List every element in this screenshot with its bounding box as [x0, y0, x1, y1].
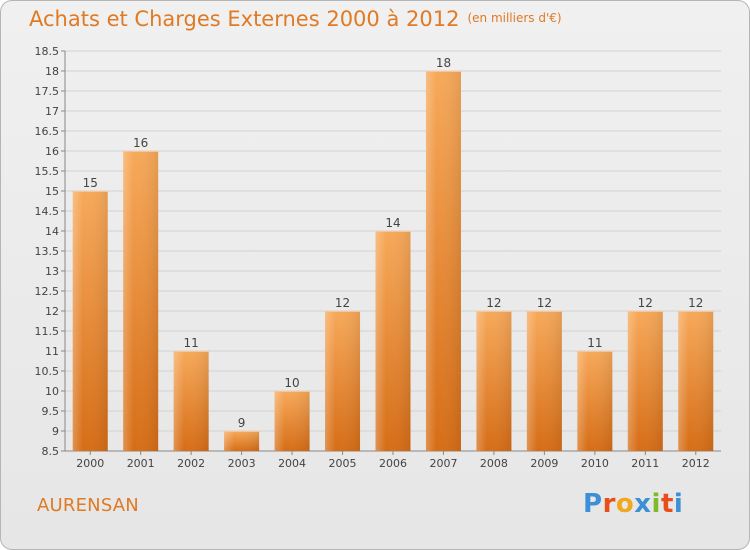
- x-tick-label: 2005: [329, 457, 357, 470]
- bar-shading: [325, 311, 361, 451]
- x-tick-label: 2006: [379, 457, 407, 470]
- bar-shading: [123, 151, 159, 451]
- logo-letter: r: [602, 489, 616, 519]
- x-tick-label: 2004: [278, 457, 306, 470]
- axis-layer: 8.599.51010.51111.51212.51313.51414.5151…: [35, 45, 721, 470]
- logo-letter: x: [634, 489, 652, 519]
- logo-letter: P: [583, 489, 603, 519]
- y-tick-label: 10: [45, 385, 59, 398]
- chart-unit: (en milliers d'€): [467, 11, 562, 25]
- x-tick-label: 2001: [127, 457, 155, 470]
- data-label: 10: [284, 376, 299, 390]
- bar-shading: [425, 71, 461, 451]
- y-tick-label: 11: [45, 345, 59, 358]
- x-tick-label: 2007: [429, 457, 457, 470]
- x-tick-label: 2010: [581, 457, 609, 470]
- data-label: 14: [385, 216, 400, 230]
- logo-letter: i: [651, 489, 661, 519]
- logo-letter: o: [615, 489, 635, 519]
- logo-letter: t: [660, 489, 674, 519]
- y-tick-label: 14.5: [35, 205, 60, 218]
- y-tick-label: 16: [45, 145, 59, 158]
- data-label: 12: [638, 296, 653, 310]
- data-label: 15: [83, 176, 98, 190]
- bar-shading: [375, 231, 411, 451]
- y-tick-label: 16.5: [35, 125, 60, 138]
- y-tick-label: 13: [45, 265, 59, 278]
- y-tick-label: 9: [52, 425, 59, 438]
- bar-shading: [627, 311, 663, 451]
- x-tick-label: 2003: [228, 457, 256, 470]
- chart-title: Achats et Charges Externes 2000 à 2012 (e…: [29, 7, 562, 31]
- y-tick-label: 12.5: [35, 285, 60, 298]
- x-tick-label: 2012: [682, 457, 710, 470]
- y-tick-label: 10.5: [35, 365, 60, 378]
- y-tick-label: 14: [45, 225, 59, 238]
- data-label: 18: [436, 56, 451, 70]
- y-tick-label: 17: [45, 105, 59, 118]
- data-label: 9: [238, 416, 246, 430]
- x-tick-label: 2011: [631, 457, 659, 470]
- y-tick-label: 11.5: [35, 325, 60, 338]
- bar-shading: [72, 191, 108, 451]
- logo-letter: i: [673, 489, 684, 519]
- x-tick-label: 2000: [76, 457, 104, 470]
- data-label: 12: [486, 296, 501, 310]
- y-tick-label: 9.5: [42, 405, 60, 418]
- place-name: AURENSAN: [37, 495, 139, 516]
- y-tick-label: 8.5: [42, 445, 60, 458]
- y-tick-label: 12: [45, 305, 59, 318]
- data-label: 12: [335, 296, 350, 310]
- bar-shading: [274, 391, 310, 451]
- data-label: 12: [537, 296, 552, 310]
- proxiti-logo[interactable]: Proxiti: [583, 489, 683, 519]
- y-tick-label: 18: [45, 65, 59, 78]
- y-tick-label: 13.5: [35, 245, 60, 258]
- data-label: 16: [133, 136, 148, 150]
- y-tick-label: 17.5: [35, 85, 60, 98]
- chart-title-text: Achats et Charges Externes 2000 à 2012: [29, 7, 460, 31]
- x-tick-label: 2002: [177, 457, 205, 470]
- bar-layer: 15 16 11 9 10 12 14 18 12 12 11 12 12: [72, 56, 714, 451]
- bar-shading: [476, 311, 512, 451]
- bar-shading: [173, 351, 209, 451]
- y-tick-label: 15: [45, 185, 59, 198]
- data-label: 11: [587, 336, 602, 350]
- y-tick-label: 15.5: [35, 165, 60, 178]
- data-label: 12: [688, 296, 703, 310]
- y-tick-label: 18.5: [35, 45, 60, 58]
- bar-shading: [678, 311, 714, 451]
- bar-shading: [526, 311, 562, 451]
- bar-shading: [577, 351, 613, 451]
- x-tick-label: 2009: [530, 457, 558, 470]
- x-tick-label: 2008: [480, 457, 508, 470]
- bar-shading: [224, 431, 260, 451]
- data-label: 11: [184, 336, 199, 350]
